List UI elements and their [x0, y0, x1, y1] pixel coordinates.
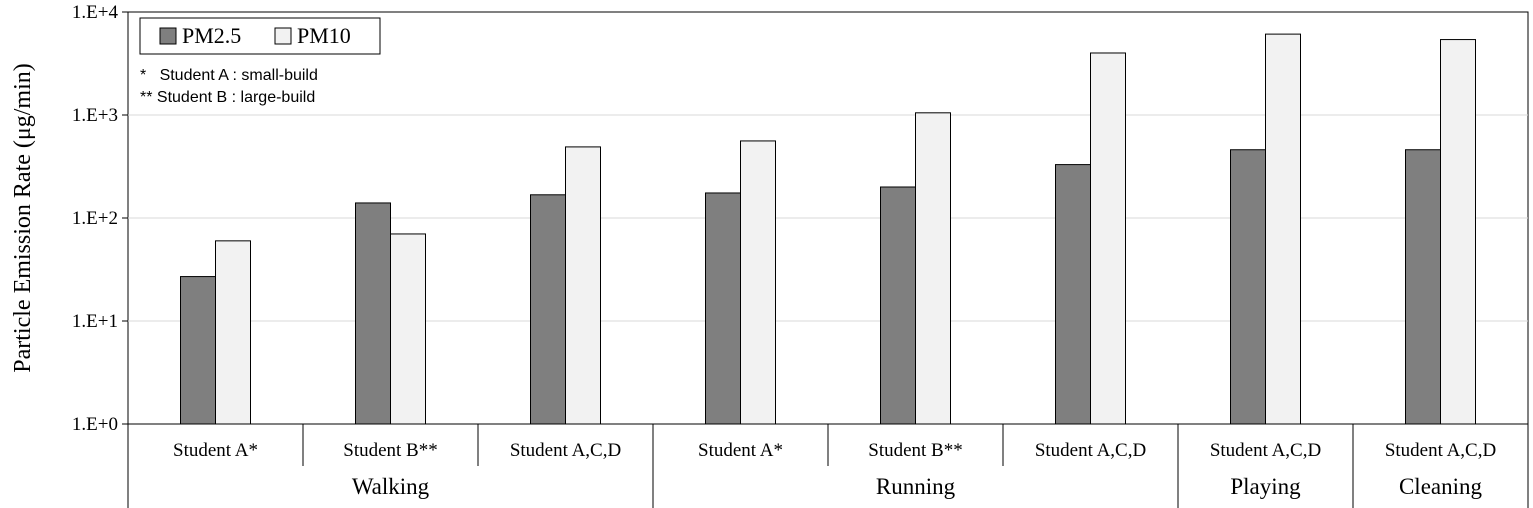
bar-pm10-5: [915, 112, 951, 425]
bar-pm25-6: [1055, 164, 1091, 425]
category-label: Student A,C,D: [510, 440, 621, 461]
category-label: Student A,C,D: [1210, 440, 1321, 461]
category-label: Student B**: [868, 440, 962, 461]
bar-pm25-8: [1405, 149, 1441, 425]
y-axis-label: Particle Emission Rate (μg/min): [10, 63, 36, 372]
legend-box: [139, 17, 381, 55]
bar-pm10-4: [740, 140, 776, 425]
bar-pm25-5: [880, 186, 916, 425]
legend-label-pm10: PM10: [297, 23, 351, 48]
bar-pm25-3: [530, 194, 566, 425]
category-label: Student A*: [698, 440, 783, 461]
bar-pm10-6: [1090, 52, 1126, 425]
legend-swatch-pm25: [159, 27, 177, 45]
group-label: Cleaning: [1399, 474, 1483, 499]
y-tick-label: 1.E+4: [72, 2, 119, 23]
y-tick-label: 1.E+1: [72, 311, 118, 332]
y-axis-ticks: 1.E+0 1.E+1 1.E+2 1.E+3 1.E+4: [72, 2, 128, 435]
bar-pm25-4: [705, 192, 741, 425]
bar-pm10-2: [390, 233, 426, 425]
bar-pm10-8: [1440, 39, 1476, 425]
y-tick-label: 1.E+0: [72, 414, 118, 435]
y-tick-label: 1.E+3: [72, 105, 118, 126]
note-student-a: * Student A : small-build: [140, 67, 318, 84]
bar-pm25-7: [1230, 149, 1266, 425]
category-label: Student A*: [173, 440, 258, 461]
bar-pm10-1: [215, 240, 251, 425]
y-tick-label: 1.E+2: [72, 208, 118, 229]
group-label: Playing: [1230, 474, 1301, 499]
bar-pm10-7: [1265, 33, 1301, 425]
group-label: Walking: [352, 474, 430, 499]
bar-pm25-1: [180, 276, 216, 425]
note-student-b: ** Student B : large-build: [140, 89, 315, 106]
bars: [180, 33, 1476, 425]
x-axis: Student A* Student B** Student A,C,D Studen…: [127, 424, 1529, 508]
category-label: Student B**: [343, 440, 437, 461]
category-label: Student A,C,D: [1035, 440, 1146, 461]
bar-pm10-3: [565, 146, 601, 425]
group-label: Running: [876, 474, 956, 499]
category-label: Student A,C,D: [1385, 440, 1496, 461]
legend: PM2.5 PM10: [139, 17, 381, 55]
legend-swatch-pm10: [274, 27, 292, 45]
legend-label-pm25: PM2.5: [182, 23, 241, 48]
bar-pm25-2: [355, 202, 391, 425]
